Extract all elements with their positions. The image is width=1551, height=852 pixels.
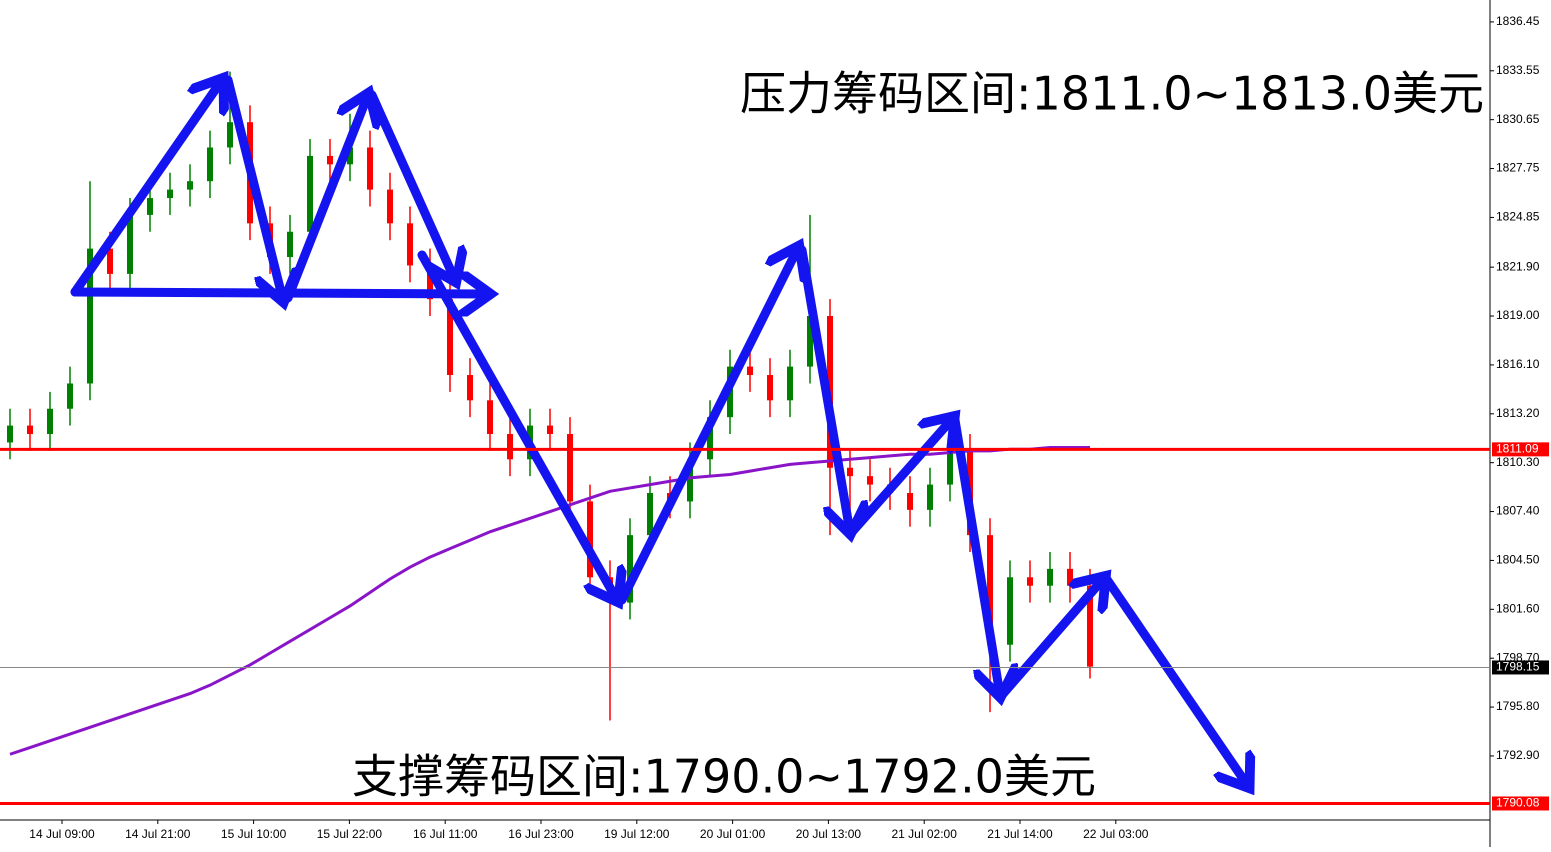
candle-body [167,189,173,199]
candle-body [687,459,693,502]
arrow [283,95,368,303]
candle-body [587,501,593,578]
x-tick-label: 15 Jul 22:00 [317,827,383,841]
x-tick-label: 20 Jul 01:00 [700,827,766,841]
candle-body [407,223,413,266]
candle-body [1047,568,1053,586]
candle-body [907,493,913,510]
moving-average [9,446,1090,756]
y-tick-label: 1833.55 [1496,63,1540,77]
y-tick-label: 1801.60 [1496,601,1540,615]
candle-body [947,450,953,485]
candle-body [207,147,213,182]
candle-body [7,425,13,443]
candle-body [567,434,573,502]
candle-body [547,425,553,435]
candle-body [467,375,473,401]
arrow [223,75,283,300]
price-box [1492,796,1549,811]
candle-body [127,214,133,274]
candle-body [347,147,353,165]
price-box [1492,660,1549,675]
candle-body [1007,577,1013,645]
candle-body [1027,577,1033,586]
arrow [417,250,617,600]
y-tick-label: 1827.75 [1496,161,1540,175]
candle-body [227,122,233,148]
candle-body [107,248,113,274]
candle-body [807,316,813,367]
arrow [847,418,953,537]
support-note: 支撑筹码区间:1790.0~1792.0美元 [352,750,1096,804]
y-tick-label: 1830.65 [1496,112,1540,126]
y-tick-label: 1792.90 [1496,748,1540,762]
candle-body [747,366,753,376]
candle-body [327,155,333,165]
arrow [367,90,455,280]
price-label: 1798.15 [1496,660,1540,674]
arrow [1101,573,1248,786]
price-label: 1811.09 [1496,442,1539,456]
trend-arrows [70,75,1248,786]
x-tick-label: 16 Jul 23:00 [508,827,574,841]
price-label: 1790.08 [1496,796,1540,810]
y-tick-label: 1807.40 [1496,504,1540,518]
x-tick-label: 14 Jul 09:00 [29,827,95,841]
candle-body [287,231,293,258]
x-tick-label: 19 Jul 12:00 [604,827,670,841]
candle-body [927,484,933,510]
candle-body [1067,568,1073,586]
candle-body [647,493,653,536]
y-tick-label: 1819.00 [1496,308,1540,322]
candle-body [187,181,193,190]
candle-body [147,198,153,215]
arrow [70,80,222,297]
candle-body [867,476,873,485]
arrow [70,292,488,294]
price-box [1492,442,1549,457]
candle-body [787,366,793,401]
x-tick-label: 21 Jul 02:00 [892,827,958,841]
candle-body [67,383,73,409]
candle-body [627,535,633,603]
candle-body [987,535,993,645]
arrow [997,578,1104,700]
candle-body [707,417,713,460]
resistance-note: 压力筹码区间:1811.0~1813.0美元 [740,67,1484,121]
arrow [950,415,1000,695]
y-tick-label: 1795.80 [1496,699,1540,713]
candle-body [27,425,33,435]
candle-body [387,189,393,224]
y-tick-label: 1813.20 [1496,406,1540,420]
arrow [617,248,798,605]
y-tick-label: 1836.45 [1496,14,1540,28]
y-tick-label: 1804.50 [1496,553,1540,567]
candle-body [47,408,53,435]
y-tick-label: 1810.30 [1496,455,1540,469]
x-tick-label: 21 Jul 14:00 [987,827,1053,841]
candle-body [847,467,853,477]
candle-body [307,155,313,232]
x-tick-label: 22 Jul 03:00 [1083,827,1149,841]
y-tick-label: 1824.85 [1496,210,1540,224]
candle-body [767,375,773,401]
x-tick-label: 20 Jul 13:00 [796,827,862,841]
candle-body [1087,585,1093,667]
candle-body [367,147,373,190]
candle-body [487,400,493,435]
y-tick-label: 1821.90 [1496,259,1540,273]
x-tick-label: 16 Jul 11:00 [413,827,478,841]
candle-body [507,434,513,460]
arrow [797,245,850,532]
x-tick-label: 14 Jul 21:00 [125,827,191,841]
y-tick-label: 1816.10 [1496,357,1540,371]
candle-body [87,248,93,384]
candle-body [447,299,453,376]
x-tick-label: 15 Jul 10:00 [221,827,287,841]
